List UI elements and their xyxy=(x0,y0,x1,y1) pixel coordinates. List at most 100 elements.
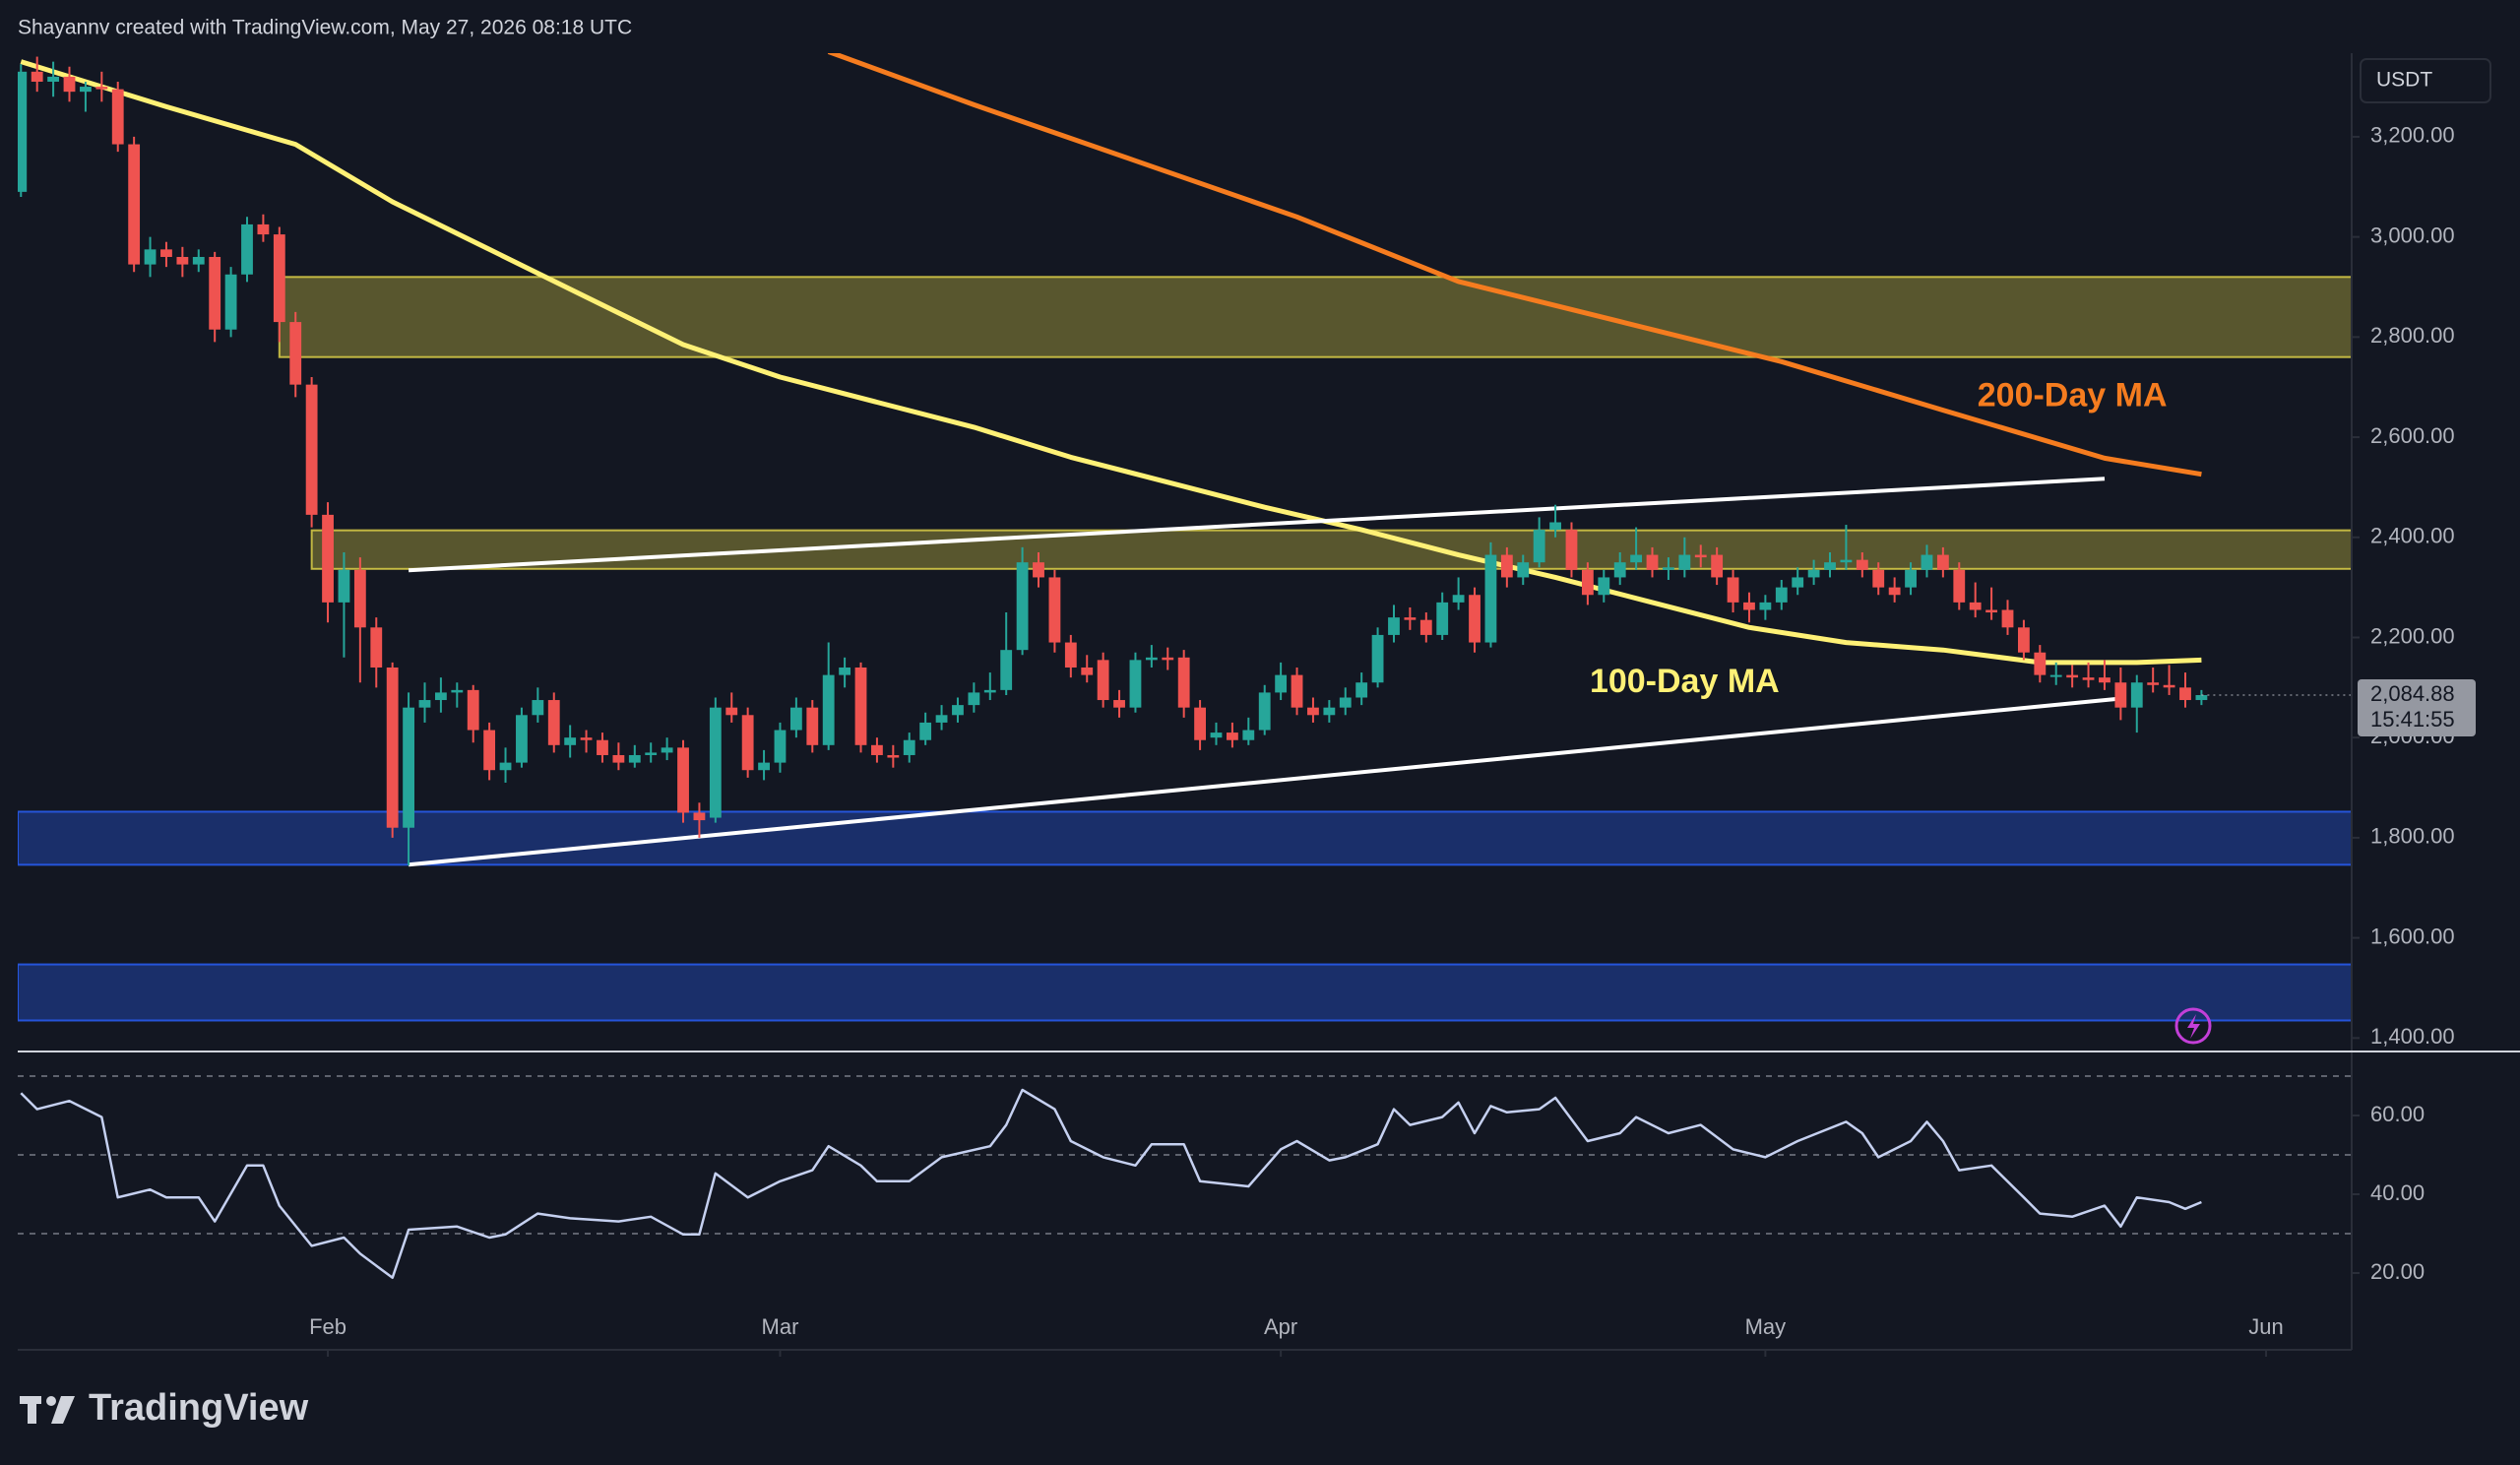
currency-box[interactable] xyxy=(2360,58,2491,103)
trendline xyxy=(408,477,2106,573)
candle-body xyxy=(1064,642,1077,668)
candle-body xyxy=(241,223,253,275)
candle-body xyxy=(1921,554,1933,570)
candle-body xyxy=(1113,700,1125,708)
candle-body xyxy=(1759,602,1772,610)
x-tick-label: Feb xyxy=(309,1314,346,1339)
candle-body xyxy=(1549,522,1561,531)
candle-body xyxy=(95,87,108,90)
y-tick-label: 2,400.00 xyxy=(2370,524,2455,548)
y-tick-label: 2,200.00 xyxy=(2370,623,2455,648)
candle-body xyxy=(839,667,851,675)
candle-body xyxy=(2179,687,2191,701)
candle-body xyxy=(1581,569,1594,596)
candle-body xyxy=(338,569,350,603)
rsi-line xyxy=(20,1088,2202,1280)
zone xyxy=(278,276,2352,358)
candle-body xyxy=(725,707,738,716)
candle-body xyxy=(645,752,658,755)
candle-body xyxy=(1307,707,1319,716)
candle-body xyxy=(386,667,399,828)
candle-body xyxy=(677,747,689,813)
candle-body xyxy=(31,71,43,82)
candle-body xyxy=(1371,634,1384,683)
candle-body xyxy=(418,700,431,708)
alert-icon[interactable] xyxy=(2174,1007,2212,1045)
candle-body xyxy=(483,730,496,771)
candle-body xyxy=(370,627,383,668)
logo-part xyxy=(46,1396,56,1406)
candle-body xyxy=(2147,682,2160,685)
candle-body xyxy=(1565,530,1578,570)
candle-body xyxy=(2163,684,2175,688)
candle-body xyxy=(1711,554,1724,578)
y-tick-label: 1,600.00 xyxy=(2370,924,2455,948)
candle-body xyxy=(322,514,334,603)
candle-body xyxy=(1727,577,1739,603)
candle-body xyxy=(2082,677,2095,680)
candle-body xyxy=(2195,695,2208,701)
candle-body xyxy=(499,762,512,771)
candle-body xyxy=(209,256,221,330)
candle-body xyxy=(1775,587,1788,603)
candle-body xyxy=(434,692,447,701)
candle-body xyxy=(273,234,285,323)
candle-body xyxy=(1969,602,1982,610)
zone xyxy=(18,963,2352,1022)
candle-body xyxy=(80,87,92,93)
candle-body xyxy=(952,705,964,716)
candle-body xyxy=(1840,559,1853,563)
x-tick-label: Apr xyxy=(1264,1314,1297,1339)
candle-body xyxy=(580,737,593,740)
layers: 100-Day MA 200-Day MA 1,400.00 1,600.00 1,80… xyxy=(18,53,2476,1357)
candle-body xyxy=(2001,609,2014,628)
zone xyxy=(310,529,2352,570)
candle-body xyxy=(47,76,60,82)
candle-body xyxy=(2066,674,2079,678)
y-tick-label: 2,600.00 xyxy=(2370,423,2455,448)
candle-body xyxy=(693,812,706,821)
ma-label: 200-Day MA xyxy=(1978,376,2168,414)
candle-body xyxy=(289,322,302,385)
candle-body xyxy=(871,744,883,755)
candle-body xyxy=(1646,554,1659,570)
brand: TradingView xyxy=(89,1387,309,1429)
y-tick-label: 3,000.00 xyxy=(2370,223,2455,247)
candle-body xyxy=(612,754,625,763)
candle-body xyxy=(597,739,608,755)
candle-body xyxy=(1985,609,1998,613)
candle-body xyxy=(1872,569,1885,588)
candle-body xyxy=(628,754,641,763)
candle-body xyxy=(1936,554,1949,570)
candle-body xyxy=(305,384,318,515)
candle-body xyxy=(176,256,189,265)
candle-body xyxy=(1210,732,1223,738)
candle-body xyxy=(144,249,157,265)
candle-body xyxy=(2018,627,2030,653)
candle-body xyxy=(709,707,722,818)
candle-body xyxy=(257,223,270,235)
candle-body xyxy=(1807,569,1820,578)
candle-body xyxy=(1419,619,1432,635)
candle-body xyxy=(1905,569,1917,588)
candle-body xyxy=(1194,707,1206,740)
candle-body xyxy=(1436,602,1449,635)
candle-body xyxy=(1792,577,1804,588)
candle-body xyxy=(1275,674,1288,693)
candle-body xyxy=(1484,554,1497,643)
candle-body xyxy=(2114,682,2127,708)
candle-body xyxy=(128,144,141,265)
candle-body xyxy=(1630,554,1643,563)
candle-body xyxy=(887,754,900,758)
candle-body xyxy=(1613,562,1626,578)
candle-body xyxy=(741,715,754,771)
zone xyxy=(18,810,2352,866)
candle-body xyxy=(935,715,948,723)
candle-body xyxy=(789,707,802,731)
candle-body xyxy=(983,689,996,693)
candle-body xyxy=(160,249,172,257)
candle-body xyxy=(1694,554,1707,558)
candle-body xyxy=(854,667,867,745)
candle-body xyxy=(516,715,528,763)
logo-part xyxy=(28,1396,36,1424)
